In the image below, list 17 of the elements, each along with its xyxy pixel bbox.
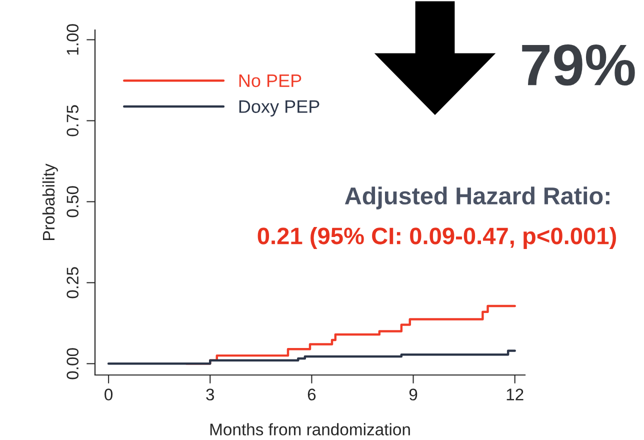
- y-tick-label: 0.75: [66, 105, 79, 136]
- y-tick-label: 0.50: [66, 186, 79, 218]
- y-tick-label: 0.25: [66, 267, 79, 298]
- x-tick-label: 12: [506, 388, 524, 400]
- annotation: 0.21 (95% CI: 0.09-0.47, p<0.001): [258, 226, 616, 250]
- x-tick-label: 3: [206, 388, 214, 400]
- text: Doxy PEP: [239, 100, 320, 117]
- annotation: 79%: [522, 44, 635, 86]
- text: No PEP: [239, 74, 302, 88]
- y-tick-label: 0.00: [66, 348, 79, 380]
- x-axis-title: Months from randomization: [210, 423, 410, 436]
- x-tick-label: 9: [409, 388, 418, 400]
- y-axis-title: Probability: [42, 164, 58, 240]
- y-tick-label: 1.00: [66, 24, 79, 55]
- annotation: Adjusted Hazard Ratio:: [344, 186, 610, 210]
- x-tick-label: 0: [104, 388, 113, 400]
- x-tick-label: 6: [308, 388, 316, 400]
